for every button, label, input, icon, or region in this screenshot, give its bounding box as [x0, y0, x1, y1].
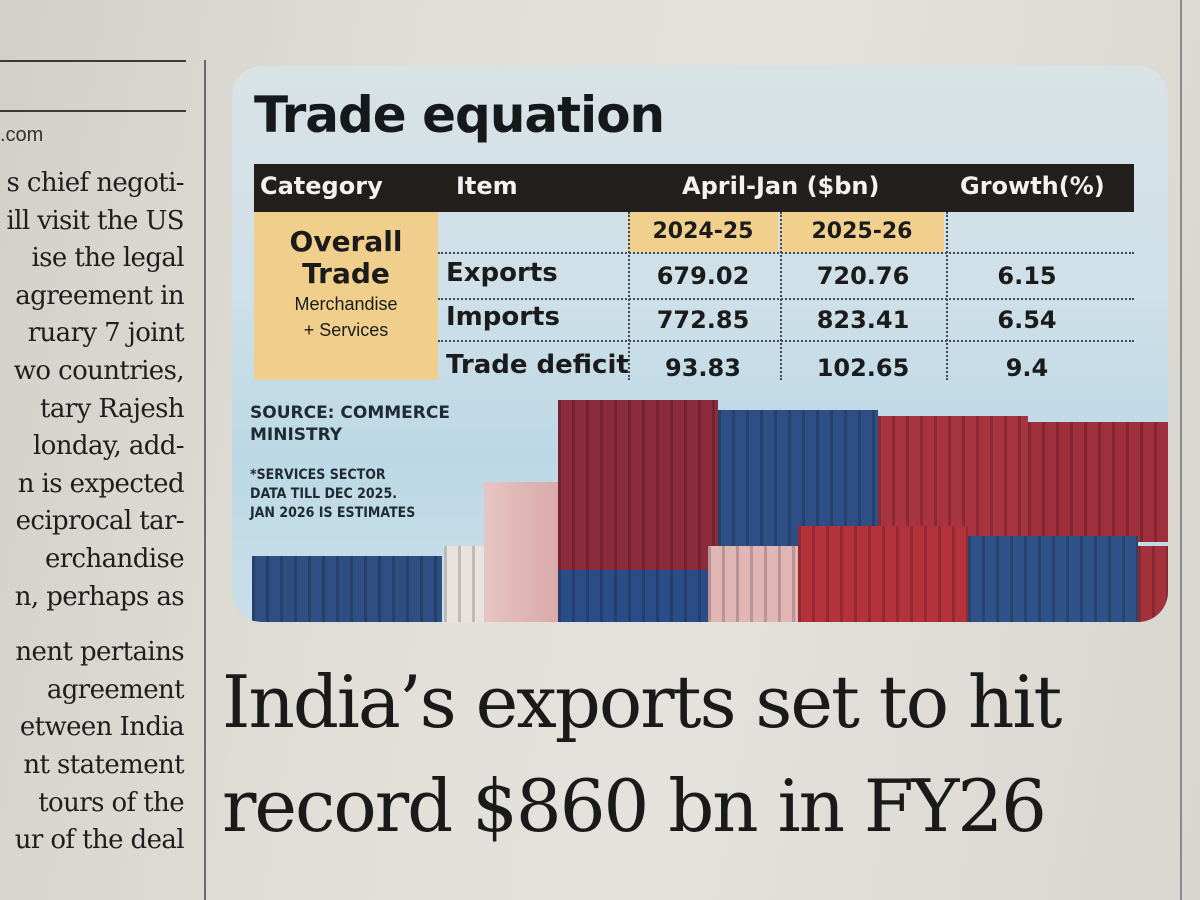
category-line4: + Services [303, 320, 389, 340]
article-text-line: erchandise [44, 544, 185, 574]
article-text-line: n is expected [17, 468, 185, 499]
category-line1: Overall [289, 225, 403, 258]
category-overall-trade: Overall Trade Merchandise + Services [254, 212, 438, 380]
grid-h-3 [438, 340, 1134, 342]
trade-infographic: Trade equation Category Item April-Jan (… [232, 66, 1168, 622]
column-rule-top-left [0, 60, 186, 62]
grid-h-1 [438, 252, 1134, 254]
row-exports-2024-25: 679.02 [656, 262, 750, 290]
row-exports-2025-26: 720.76 [816, 262, 910, 290]
headline-line2: record $860 bn in FY26 [222, 764, 1047, 848]
article-text-line: wo countries, [13, 356, 185, 386]
shipping-containers-image [232, 396, 1168, 622]
grid-v-3 [946, 212, 948, 380]
footnote-line1: *SERVICES SECTOR [250, 467, 386, 483]
article-text-line: londay, add- [33, 431, 185, 462]
header-period: April-Jan ($bn) [682, 172, 880, 200]
header-category: Category [260, 172, 383, 200]
table-header: Category Item April-Jan ($bn) Growth(%) [254, 164, 1134, 212]
row-exports-label: Exports [446, 258, 558, 288]
article-text-line: ur of the deal [14, 825, 185, 856]
container-white-tall [444, 546, 484, 622]
article-text-line: agreement in [15, 280, 184, 311]
column-rule-top-left-2 [0, 110, 186, 112]
container-red-1 [558, 400, 718, 570]
container-pink-side [484, 482, 560, 622]
byline-email: .com [0, 124, 44, 146]
article-text-line: nent pertains [15, 637, 184, 668]
source-line2: MINISTRY [250, 425, 343, 445]
right-edge-rule [1180, 0, 1182, 900]
left-article-column: .com [0, 60, 186, 900]
row-imports-2025-26: 823.41 [816, 306, 910, 334]
row-deficit-label: Trade deficit [446, 350, 629, 380]
article-text-line: ill visit the US [6, 205, 184, 236]
column-divider [204, 60, 206, 900]
container-blue-2 [558, 570, 708, 622]
article-text-line: tary Rajesh [40, 393, 185, 424]
container-blue-left [252, 556, 442, 622]
cropped-headline-above: ▀▀▀▀ ▀▀▀▀▀▀ ▀▀▀▀ [430, 0, 1130, 12]
footnote-line2: DATA TILL DEC 2025. [250, 486, 397, 502]
services-footnote: *SERVICES SECTOR DATA TILL DEC 2025. JAN… [250, 466, 415, 523]
article-text-line: eciprocal tar- [15, 506, 185, 537]
headline-line1: India’s exports set to hit [222, 660, 1062, 744]
grid-v-2 [780, 212, 782, 380]
container-pink-2 [708, 546, 798, 622]
article-text-line: tours of the [38, 787, 184, 818]
grid-h-2 [438, 298, 1134, 300]
article-text-line: agreement [46, 674, 185, 705]
year-2024-25: 2024-25 [628, 212, 778, 252]
container-red-2 [878, 416, 1028, 536]
year-2025-26: 2025-26 [780, 212, 944, 252]
article-text-line: nt statement [23, 750, 184, 780]
header-item: Item [456, 172, 518, 200]
article-text-line: ruary 7 joint [27, 318, 185, 349]
row-imports-growth: 6.54 [997, 306, 1057, 334]
article-text-line: s chief negoti- [6, 168, 185, 198]
footnote-line3: JAN 2026 IS ESTIMATES [250, 505, 416, 521]
article-headline: India’s exports set to hit record $860 b… [222, 650, 1182, 858]
row-imports-2024-25: 772.85 [656, 306, 750, 334]
category-line3: Merchandise [294, 294, 398, 314]
row-exports-growth: 6.15 [997, 262, 1057, 290]
row-imports-label: Imports [446, 302, 560, 332]
container-red-4 [798, 526, 968, 622]
row-deficit-2024-25: 93.83 [665, 354, 741, 382]
infographic-title: Trade equation [254, 86, 665, 144]
header-growth: Growth(%) [960, 172, 1105, 200]
grid-v-1 [628, 212, 630, 380]
article-text-line: etween India [19, 712, 185, 743]
container-red-5 [1138, 546, 1168, 622]
container-blue-3 [968, 536, 1138, 622]
article-text-line: ise the legal [31, 243, 184, 274]
source-note: SOURCE: COMMERCE MINISTRY [250, 402, 450, 446]
article-text-line: n, perhaps as [14, 581, 185, 612]
source-line1: SOURCE: COMMERCE [250, 403, 450, 423]
category-line2: Trade [302, 257, 390, 290]
row-deficit-2025-26: 102.65 [816, 354, 910, 382]
row-deficit-growth: 9.4 [1005, 354, 1049, 382]
container-red-3 [1028, 422, 1168, 542]
